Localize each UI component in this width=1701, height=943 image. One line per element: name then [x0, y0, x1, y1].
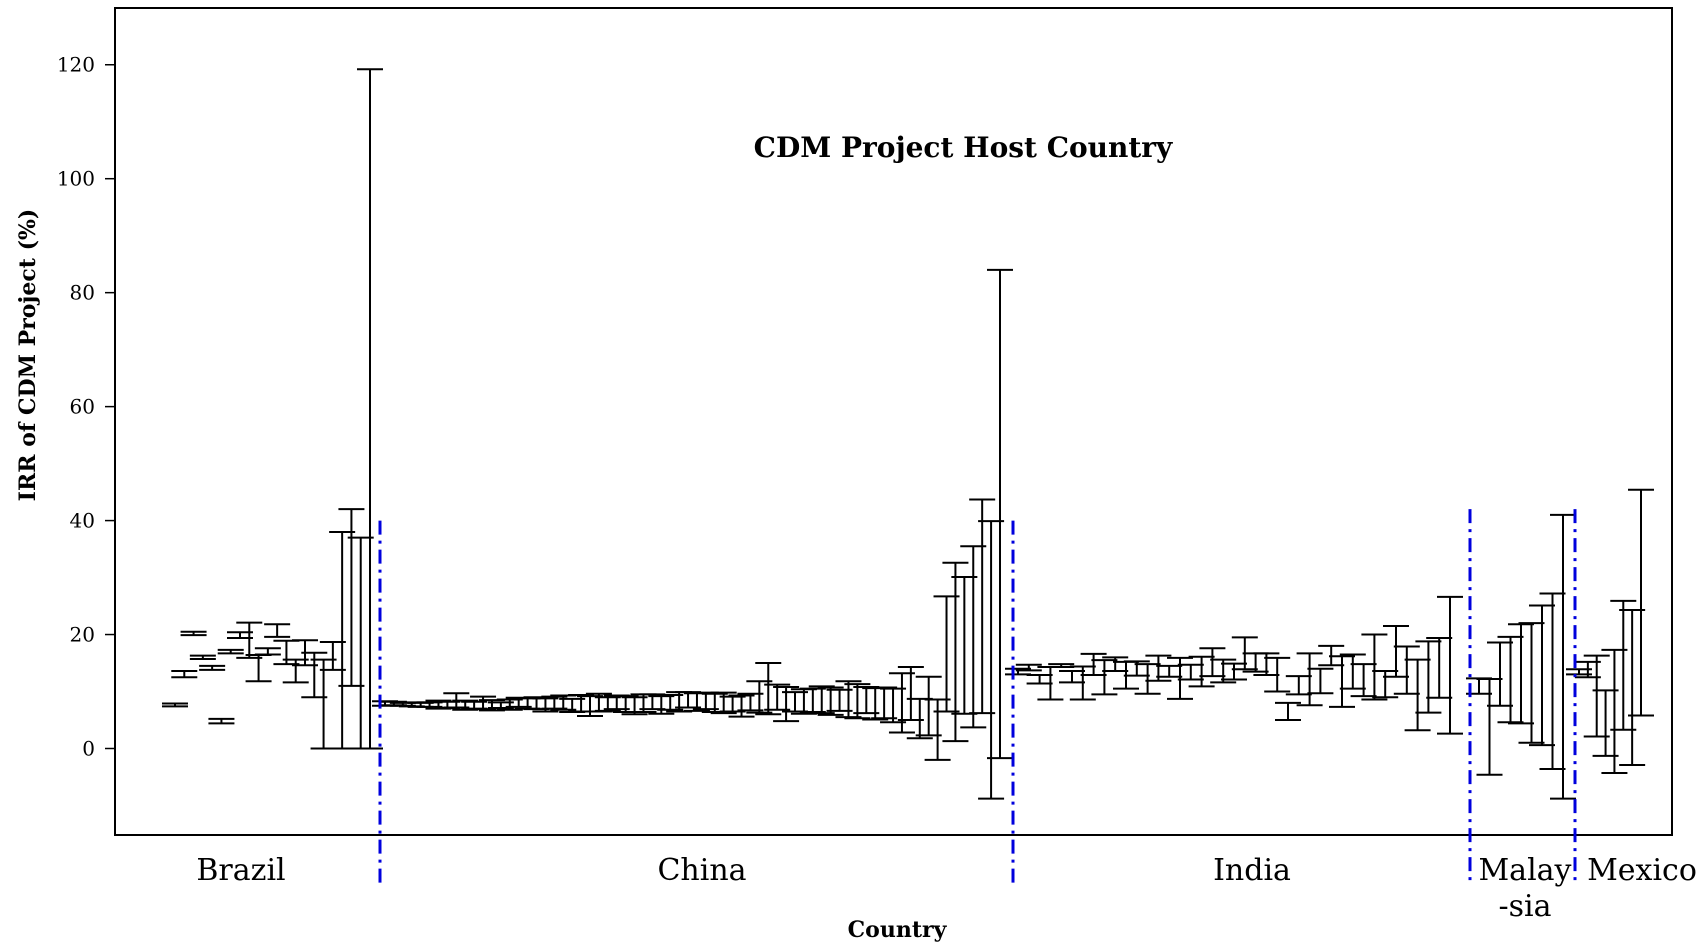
- y-tick-label: 100: [57, 167, 95, 191]
- plot-area: 0 20 40 60 80 100 120 Brazil China India Malay -sia…: [57, 7, 1697, 924]
- country-label: China: [657, 853, 746, 888]
- country-label: Brazil: [196, 853, 285, 888]
- y-tick-label: 60: [70, 395, 95, 419]
- country-label: Malay -sia: [1478, 853, 1571, 924]
- y-tick-label: 80: [70, 281, 95, 305]
- y-tick-label: 120: [57, 53, 95, 77]
- y-tick-label: 20: [70, 623, 95, 647]
- country-label: Mexico: [1587, 853, 1697, 888]
- y-tick-label: 40: [70, 509, 95, 533]
- y-axis-title: IRR of CDM Project (%): [15, 209, 41, 502]
- chart-title: CDM Project Host Country: [754, 131, 1173, 164]
- y-tick-label: 0: [82, 737, 95, 761]
- country-label: India: [1213, 853, 1291, 888]
- x-axis-title: Country: [848, 917, 948, 943]
